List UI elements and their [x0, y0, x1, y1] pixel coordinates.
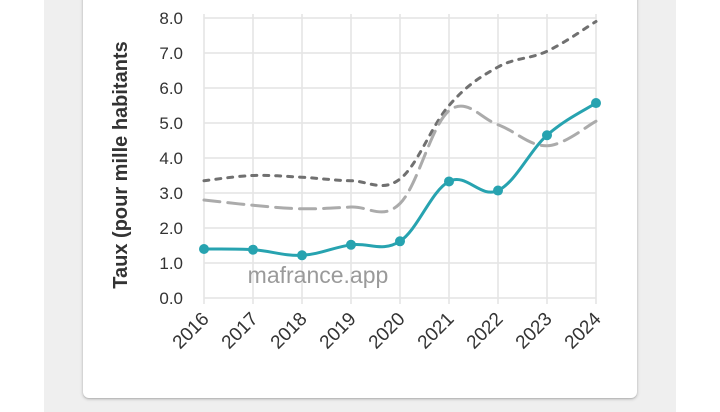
x-tick-label: 2023: [512, 309, 557, 354]
x-tick-label: 2017: [218, 309, 263, 354]
x-tick-label: 2018: [267, 309, 312, 354]
series-line-dashed: [202, 104, 598, 214]
y-tick-label: 6.0: [159, 79, 183, 98]
series-layer: [199, 20, 601, 261]
data-point: [395, 236, 405, 247]
x-tick-label: 2020: [365, 309, 410, 354]
chart-card: [83, 0, 637, 398]
data-point: [444, 176, 454, 187]
x-tick-label: 2019: [316, 309, 361, 354]
x-tick-label: 2021: [414, 309, 459, 354]
y-tick-label: 0.0: [159, 289, 183, 308]
series-line-solid: [202, 101, 598, 257]
y-tick-label: 3.0: [159, 184, 183, 203]
x-tick-label: 2022: [463, 309, 508, 354]
data-point: [493, 185, 503, 196]
data-point: [591, 98, 601, 109]
data-point: [542, 130, 552, 141]
x-axis-ticks: 2016 2017 2018 2019 2020 2021 2022 2023 2024: [169, 308, 606, 353]
y-axis-ticks: 0.0 1.0 2.0 3.0 4.0 5.0 6.0 7.0 8.0: [159, 9, 183, 308]
grid-lines: [203, 14, 597, 304]
y-axis-label: Taux (pour mille habitants: [110, 41, 132, 288]
x-tick-label: 2024: [561, 308, 606, 353]
y-tick-label: 1.0: [159, 254, 183, 273]
data-point: [297, 250, 307, 261]
y-tick-label: 4.0: [159, 149, 183, 168]
series-line-dotted: [202, 20, 598, 188]
data-point: [199, 244, 209, 254]
x-tick-label: 2016: [169, 309, 214, 354]
y-tick-label: 5.0: [159, 114, 183, 133]
y-tick-label: 2.0: [159, 219, 183, 238]
data-point: [346, 239, 356, 250]
data-point: [248, 244, 258, 255]
y-tick-label: 7.0: [159, 44, 183, 63]
y-tick-label: 8.0: [159, 9, 183, 28]
watermark: mafrance.app: [248, 262, 389, 288]
